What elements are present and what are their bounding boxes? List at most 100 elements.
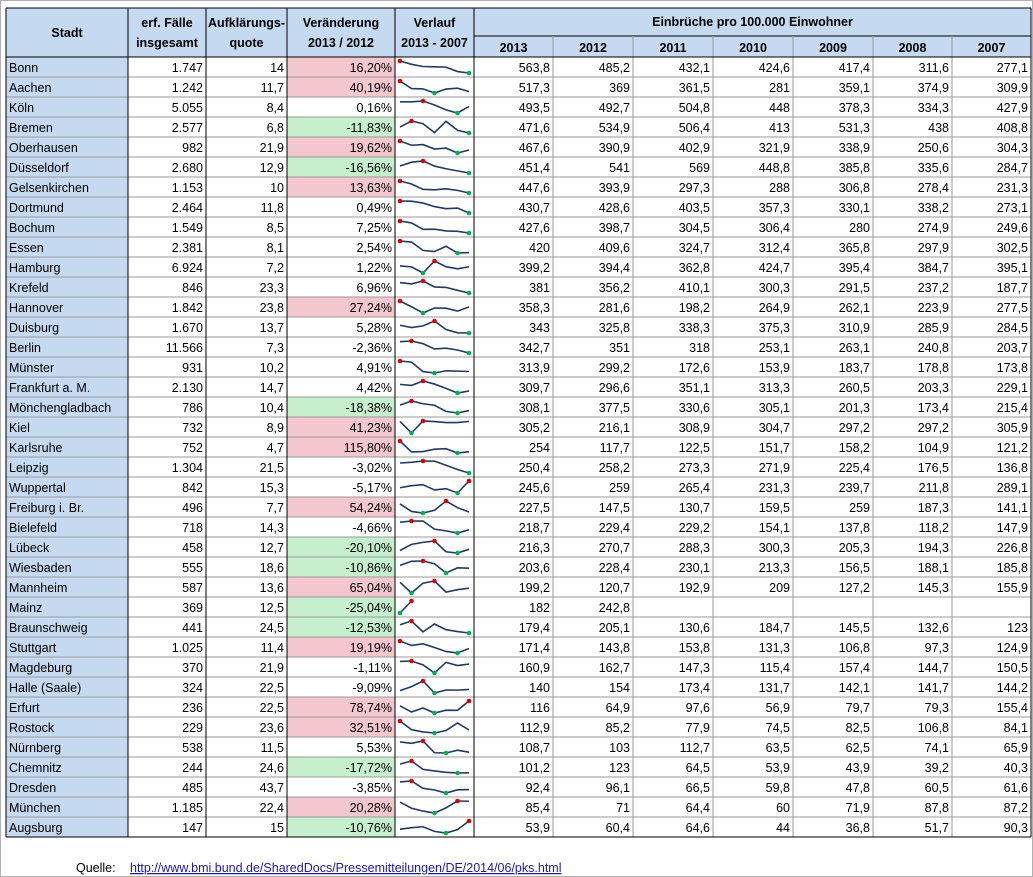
year-value: 402,9 bbox=[679, 141, 710, 155]
year-value: 173,4 bbox=[679, 681, 710, 695]
sparkline-max bbox=[420, 458, 426, 464]
header-label: Veränderung bbox=[303, 16, 379, 30]
year-value: 96,1 bbox=[606, 781, 630, 795]
change-highlight bbox=[287, 437, 395, 457]
year-value: 141,1 bbox=[997, 501, 1028, 515]
city-name: Gelsenkirchen bbox=[9, 181, 89, 195]
year-value: 158,2 bbox=[839, 441, 870, 455]
cases: 1.153 bbox=[172, 181, 203, 195]
sparkline-max bbox=[409, 118, 414, 124]
clearance-rate: 21,9 bbox=[260, 661, 284, 675]
year-value: 223,9 bbox=[918, 301, 949, 315]
sparkline-min bbox=[466, 70, 472, 76]
cases: 496 bbox=[182, 501, 203, 515]
year-value: 198,2 bbox=[679, 301, 710, 315]
sparkline-max bbox=[397, 58, 403, 64]
year-value: 281,6 bbox=[599, 301, 630, 315]
city-name: Münster bbox=[9, 361, 54, 375]
year-value: 312,4 bbox=[759, 241, 790, 255]
year-value: 147,5 bbox=[599, 501, 630, 515]
year-value: 264,9 bbox=[759, 301, 790, 315]
sparkline-max bbox=[420, 738, 426, 744]
cases: 846 bbox=[182, 281, 203, 295]
change: 0,16% bbox=[357, 101, 392, 115]
year-value: 218,7 bbox=[519, 521, 550, 535]
year-value: 403,5 bbox=[679, 201, 710, 215]
sparkline-min bbox=[455, 550, 460, 556]
year-value: 297,2 bbox=[918, 421, 949, 435]
year-value: 304,3 bbox=[997, 141, 1028, 155]
cases: 1.549 bbox=[172, 221, 203, 235]
sparkline bbox=[399, 200, 470, 214]
sparkline-min bbox=[466, 170, 472, 176]
cases: 732 bbox=[182, 421, 203, 435]
sparkline-max bbox=[432, 258, 437, 264]
year-value: 82,5 bbox=[846, 721, 870, 735]
city-name: Halle (Saale) bbox=[9, 681, 81, 695]
city-name: Bonn bbox=[9, 61, 38, 75]
year-value: 53,9 bbox=[766, 761, 790, 775]
year-value: 306,4 bbox=[759, 221, 790, 235]
sparkline-max bbox=[409, 398, 414, 404]
clearance-rate: 12,7 bbox=[260, 541, 284, 555]
year-value: 306,8 bbox=[839, 181, 870, 195]
cases: 147 bbox=[182, 821, 203, 835]
year-value: 150,5 bbox=[997, 661, 1028, 675]
year-value: 384,7 bbox=[918, 261, 949, 275]
year-value: 324,7 bbox=[679, 241, 710, 255]
year-value: 184,7 bbox=[759, 621, 790, 635]
year-value: 64,5 bbox=[686, 761, 710, 775]
year-value: 121,2 bbox=[997, 441, 1028, 455]
clearance-rate: 21,9 bbox=[260, 141, 284, 155]
sparkline-max bbox=[466, 698, 472, 704]
year-value: 118,2 bbox=[919, 521, 949, 535]
change-highlight bbox=[287, 397, 395, 417]
sparkline-min bbox=[432, 730, 437, 736]
clearance-rate: 11,4 bbox=[261, 641, 284, 655]
year-value: 438 bbox=[928, 121, 949, 135]
sparkline-min bbox=[466, 130, 472, 136]
header-label: Aufklärungs- bbox=[208, 16, 285, 30]
year-value: 127,2 bbox=[839, 581, 870, 595]
sparkline-min bbox=[432, 710, 437, 716]
year-value: 201,3 bbox=[839, 401, 870, 415]
year-value: 334,3 bbox=[918, 101, 949, 115]
year-value: 260,5 bbox=[839, 381, 870, 395]
source-link[interactable]: http://www.bmi.bund.de/SharedDocs/Presse… bbox=[130, 861, 561, 875]
year-value: 106,8 bbox=[839, 641, 870, 655]
year-value: 226,8 bbox=[997, 541, 1028, 555]
year-value: 361,5 bbox=[679, 81, 710, 95]
year-value: 172,6 bbox=[679, 361, 710, 375]
change-highlight bbox=[287, 637, 395, 657]
year-value: 225,4 bbox=[839, 461, 870, 475]
change: -1,11% bbox=[353, 661, 392, 675]
sparkline-min bbox=[432, 690, 437, 696]
sparkline-max bbox=[420, 558, 426, 564]
city-name: Rostock bbox=[9, 721, 55, 735]
year-value: 229,4 bbox=[599, 521, 630, 535]
header-label: Stadt bbox=[51, 26, 83, 40]
sparkline bbox=[399, 300, 470, 314]
year-value: 187,7 bbox=[997, 281, 1028, 295]
year-value: 130,6 bbox=[679, 621, 710, 635]
city-name: Essen bbox=[9, 241, 44, 255]
year-value: 159,5 bbox=[759, 501, 790, 515]
year-value: 104,9 bbox=[918, 441, 949, 455]
change-highlight bbox=[287, 297, 395, 317]
year-value: 90,3 bbox=[1004, 821, 1028, 835]
year-value: 188,1 bbox=[918, 561, 949, 575]
year-value: 273,1 bbox=[997, 201, 1028, 215]
city-name: Frankfurt a. M. bbox=[9, 381, 90, 395]
clearance-rate: 11,8 bbox=[261, 201, 284, 215]
year-value: 203,6 bbox=[519, 561, 550, 575]
change: -25,04% bbox=[345, 601, 392, 615]
year-value: 308,1 bbox=[519, 401, 550, 415]
year-value: 173,8 bbox=[997, 361, 1028, 375]
year-value: 156,5 bbox=[839, 561, 870, 575]
year-value: 155,4 bbox=[997, 701, 1028, 715]
year-value: 227,5 bbox=[519, 501, 550, 515]
year-value: 304,5 bbox=[679, 221, 710, 235]
sparkline-min bbox=[432, 90, 437, 96]
cases: 5.055 bbox=[172, 101, 203, 115]
year-value: 289,1 bbox=[997, 481, 1028, 495]
